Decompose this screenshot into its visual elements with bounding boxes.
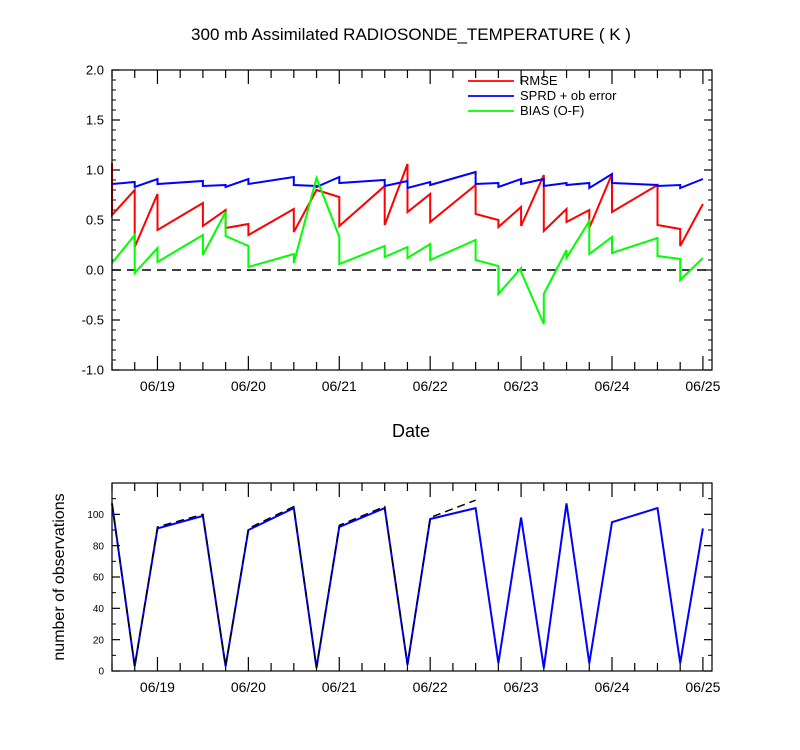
series-line-sprd-ob-error xyxy=(111,170,704,190)
top-chart: -1.0 -0.5 0.0 0.5 1.0 1.5 2.0 06/19 06/20 06/21 06… xyxy=(82,63,721,394)
x-axis-title: Date xyxy=(392,421,430,441)
x-tick-label: 06/21 xyxy=(322,679,357,695)
y-tick-label: 0.5 xyxy=(86,213,104,228)
y-tick-label: 2.0 xyxy=(86,63,104,78)
x-tick-label: 06/25 xyxy=(685,378,720,394)
y-tick-label: -0.5 xyxy=(82,313,104,328)
x-tick-label: 06/20 xyxy=(231,679,266,695)
x-tick-label: 06/20 xyxy=(231,378,266,394)
y-tick-label: 0 xyxy=(98,667,104,678)
x-tick-label: 06/23 xyxy=(504,679,539,695)
x-tick-label: 06/19 xyxy=(140,378,175,394)
y-tick-label: 20 xyxy=(93,635,105,646)
x-tick-label: 06/24 xyxy=(594,679,629,695)
y-tick-label: 0.0 xyxy=(86,263,104,278)
y-axis-title-observations: number of observations xyxy=(51,493,68,660)
y-tick-label: 80 xyxy=(93,541,105,552)
legend-label-sprd-ob-error: SPRD + ob error xyxy=(520,88,617,103)
y-tick-label: 100 xyxy=(87,510,104,521)
y-tick-label: 60 xyxy=(93,573,105,584)
plot-frame xyxy=(111,482,713,672)
y-tick-label: 1.0 xyxy=(86,163,104,178)
chart-title: 300 mb Assimilated RADIOSONDE_TEMPERATUR… xyxy=(191,25,631,44)
bottom-chart: 0 20 40 60 80 100 06/19 06/20 06/21 06/22 06/23 06/… xyxy=(87,482,721,695)
x-tick-label: 06/21 xyxy=(322,378,357,394)
y-tick-label: 40 xyxy=(93,604,105,615)
x-tick-label: 06/19 xyxy=(140,679,175,695)
x-tick-label: 06/25 xyxy=(685,679,720,695)
legend-label-bias-o-f: BIAS (O-F) xyxy=(520,103,584,118)
y-tick-label: 1.5 xyxy=(86,113,104,128)
plot-frame xyxy=(111,69,713,371)
x-tick-label: 06/22 xyxy=(413,378,448,394)
legend-label-rmse: RMSE xyxy=(520,73,558,88)
x-tick-label: 06/22 xyxy=(413,679,448,695)
series-line-observations-possible xyxy=(111,499,476,669)
series-line-observations-used xyxy=(111,503,704,669)
y-tick-label: -1.0 xyxy=(82,363,104,378)
x-tick-label: 06/23 xyxy=(504,378,539,394)
x-tick-label: 06/24 xyxy=(594,378,629,394)
series-line-rmse xyxy=(111,163,704,248)
series-line-bias-o-f xyxy=(111,174,704,325)
